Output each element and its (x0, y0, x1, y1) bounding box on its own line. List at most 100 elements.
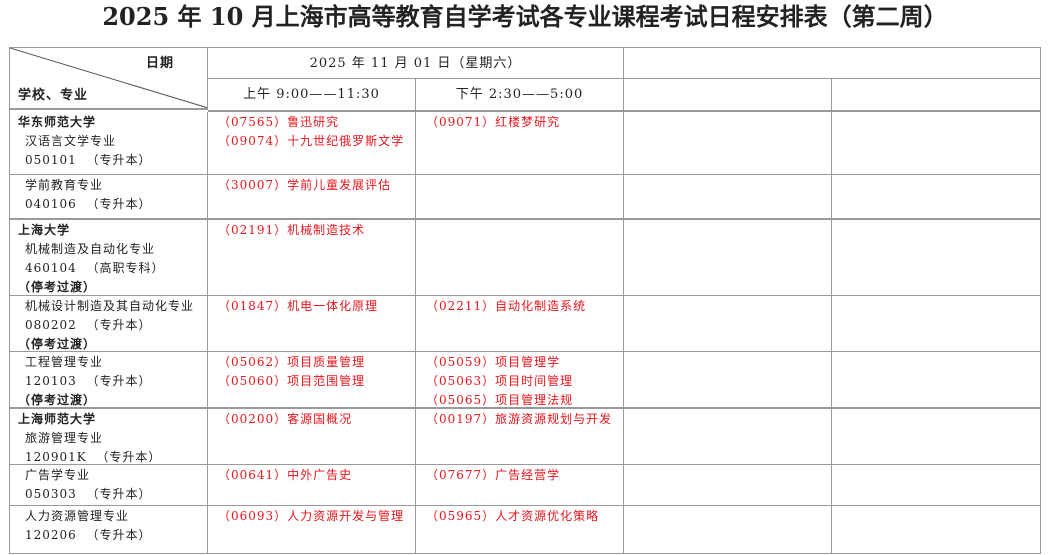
empty-cell (832, 175, 1041, 218)
course-item: （00200）客源国概况 (218, 412, 353, 426)
major-info: 工程管理专业 (25, 355, 104, 369)
course-item: （09074）十九世纪俄罗斯文学 (218, 134, 405, 148)
course-item: （05065）项目管理法规 (426, 393, 574, 407)
empty-cell (832, 352, 1041, 407)
diagonal-divider (10, 48, 207, 108)
am-courses-cell: （05062）项目质量管理 （05060）项目范围管理 (208, 352, 416, 407)
school-name: 上海师范大学 (18, 412, 97, 426)
table-row: 人力资源管理专业 120206 （专升本） （06093）人力资源开发与管理 （059… (10, 506, 1041, 554)
table-header: 日期 学校、专业 2025 年 11 月 01 日（星期六） 上午 9:00——… (10, 48, 1041, 112)
school-name: 上海大学 (18, 223, 71, 237)
empty-cell (624, 112, 832, 174)
major-info: 120901K （专升本） (25, 450, 162, 464)
school-major-cell: 广告学专业 050303 （专升本） (10, 465, 208, 505)
pm-courses-cell: （09071）红楼梦研究 (416, 112, 624, 174)
school-major-cell: 机械设计制造及其自动化专业 080202 （专升本） （停考过渡） (10, 296, 208, 351)
course-item: （02191）机械制造技术 (218, 223, 366, 237)
course-item: （05060）项目范围管理 (218, 374, 366, 388)
major-info: 460104 （高职专科） (25, 261, 165, 275)
am-courses-cell: （00200）客源国概况 (208, 409, 416, 464)
table-row: 上海师范大学旅游管理专业 120901K （专升本） （00200）客源国概况 （00… (10, 409, 1041, 465)
schedule-table: 日期 学校、专业 2025 年 11 月 01 日（星期六） 上午 9:00——… (9, 47, 1041, 554)
course-item: （30007）学前儿童发展评估 (218, 178, 392, 192)
pm-courses-cell: （05059）项目管理学 （05063）项目时间管理 （05065）项目管理法规 (416, 352, 624, 407)
major-info: 050303 （专升本） (25, 487, 152, 501)
course-item: （09071）红楼梦研究 (426, 115, 561, 129)
school-major-cell: 人力资源管理专业 120206 （专升本） (10, 506, 208, 553)
pm-courses-cell: （02211）自动化制造系统 (416, 296, 624, 351)
pm-courses-cell: （05965）人才资源优化策略 (416, 506, 624, 553)
course-item: （06093）人力资源开发与管理 (218, 509, 405, 523)
pm-courses-cell (416, 175, 624, 218)
course-item: （07677）广告经营学 (426, 468, 561, 482)
empty-cell (624, 296, 832, 351)
empty-cell (832, 220, 1041, 295)
empty-cell (832, 296, 1041, 351)
course-item: （02211）自动化制造系统 (426, 299, 587, 313)
major-info: 机械设计制造及其自动化专业 (25, 299, 195, 313)
date-label: 日期 (146, 56, 175, 71)
am-courses-cell: （06093）人力资源开发与管理 (208, 506, 416, 553)
school-name: （停考过渡） (18, 393, 97, 407)
table-row: 学前教育专业 040106 （专升本） （30007）学前儿童发展评估 (10, 175, 1041, 220)
course-item: （05059）项目管理学 (426, 355, 561, 369)
course-item: （05063）项目时间管理 (426, 374, 574, 388)
major-info: 旅游管理专业 (25, 431, 104, 445)
table-row: 机械设计制造及其自动化专业 080202 （专升本） （停考过渡） （01847）机电… (10, 296, 1041, 352)
empty-cell (624, 465, 832, 505)
major-info: 120103 （专升本） (25, 374, 152, 388)
major-info: 080202 （专升本） (25, 318, 152, 332)
school-name: 华东师范大学 (18, 115, 97, 129)
course-item: （01847）机电一体化原理 (218, 299, 379, 313)
am-courses-cell: （30007）学前儿童发展评估 (208, 175, 416, 218)
empty-cell (624, 220, 832, 295)
empty-header (832, 79, 1041, 110)
empty-cell (832, 465, 1041, 505)
school-major-cell: 上海师范大学旅游管理专业 120901K （专升本） (10, 409, 208, 464)
major-info: 120206 （专升本） (25, 528, 152, 542)
school-name: （停考过渡） (18, 280, 97, 294)
date-header: 2025 年 11 月 01 日（星期六） (208, 48, 624, 78)
page-title: 2025 年 10 月上海市高等教育自学考试各专业课程考试日程安排表（第二周） (102, 2, 948, 31)
empty-cell (832, 112, 1041, 174)
school-name: （停考过渡） (18, 337, 97, 351)
pm-courses-cell: （07677）广告经营学 (416, 465, 624, 505)
course-item: （05062）项目质量管理 (218, 355, 366, 369)
am-header: 上午 9:00——11:30 (208, 79, 416, 110)
school-major-cell: 学前教育专业 040106 （专升本） (10, 175, 208, 218)
major-info: 040106 （专升本） (25, 197, 152, 211)
am-courses-cell: （00641）中外广告史 (208, 465, 416, 505)
table-row: 工程管理专业 120103 （专升本） （停考过渡） （05062）项目质量管理 （05… (10, 352, 1041, 409)
am-courses-cell: （07565）鲁迅研究 （09074）十九世纪俄罗斯文学 (208, 112, 416, 174)
table-body: 华东师范大学汉语言文学专业 050101 （专升本） （07565）鲁迅研究 （090… (10, 112, 1041, 554)
am-courses-cell: （01847）机电一体化原理 (208, 296, 416, 351)
table-row: 华东师范大学汉语言文学专业 050101 （专升本） （07565）鲁迅研究 （090… (10, 112, 1041, 175)
school-label: 学校、专业 (18, 88, 89, 103)
pm-courses-cell: （00197）旅游资源规划与开发 (416, 409, 624, 464)
course-item: （07565）鲁迅研究 (218, 115, 340, 129)
school-major-cell: 工程管理专业 120103 （专升本） （停考过渡） (10, 352, 208, 407)
major-info: 汉语言文学专业 (25, 134, 117, 148)
course-item: （00641）中外广告史 (218, 468, 353, 482)
major-info: 机械制造及自动化专业 (25, 242, 156, 256)
school-major-cell: 华东师范大学汉语言文学专业 050101 （专升本） (10, 112, 208, 174)
am-courses-cell: （02191）机械制造技术 (208, 220, 416, 295)
empty-cell (624, 506, 832, 553)
header-corner-cell: 日期 学校、专业 (10, 48, 208, 110)
school-major-cell: 上海大学机械制造及自动化专业 460104 （高职专科） （停考过渡） (10, 220, 208, 295)
empty-date-header (624, 48, 1041, 78)
pm-header: 下午 2:30——5:00 (416, 79, 624, 110)
pm-courses-cell (416, 220, 624, 295)
major-info: 学前教育专业 (25, 178, 104, 192)
empty-header (624, 79, 832, 110)
table-row: 上海大学机械制造及自动化专业 460104 （高职专科） （停考过渡） （02191）… (10, 220, 1041, 296)
table-row: 广告学专业 050303 （专升本） （00641）中外广告史 （07677）广告经营… (10, 465, 1041, 506)
major-info: 人力资源管理专业 (25, 509, 130, 523)
empty-cell (624, 409, 832, 464)
major-info: 050101 （专升本） (25, 153, 152, 167)
empty-cell (624, 175, 832, 218)
major-info: 广告学专业 (25, 468, 91, 482)
empty-cell (832, 506, 1041, 553)
course-item: （00197）旅游资源规划与开发 (426, 412, 613, 426)
course-item: （05965）人才资源优化策略 (426, 509, 600, 523)
